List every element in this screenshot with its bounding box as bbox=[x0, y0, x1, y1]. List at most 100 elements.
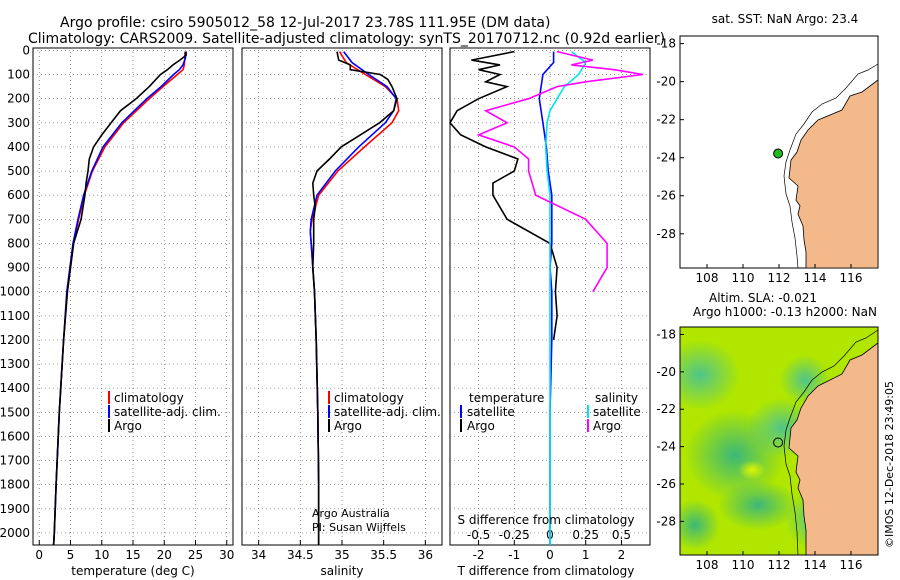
depth-tick-label: 200 bbox=[7, 92, 30, 106]
depth-axis: 0 100 200 300 400 500 600 700 800 900 1000 1100 1200… bbox=[0, 43, 30, 540]
sst-map bbox=[679, 35, 879, 269]
x-tick-label: 25 bbox=[188, 548, 203, 562]
sst-map-title: sat. SST: NaN Argo: 23.4 bbox=[712, 12, 859, 26]
sla-map-title-2: Argo h1000: -0.13 h2000: NaN bbox=[693, 305, 877, 319]
x-tick-label: 1 bbox=[582, 548, 590, 562]
depth-tick-label: 2000 bbox=[0, 526, 30, 540]
s-difference-xlabel: S difference from climatology bbox=[458, 513, 635, 527]
legend-satellite: satellite-adj. clim. bbox=[334, 405, 441, 419]
series-argo bbox=[52, 51, 187, 546]
map-y-tick-label: -18 bbox=[656, 327, 676, 341]
x-tick-label: 34 bbox=[251, 548, 266, 562]
map-y-tick-label: -26 bbox=[656, 477, 676, 491]
series-satellite-adj-clim- bbox=[52, 51, 187, 546]
depth-tick-label: 1100 bbox=[0, 309, 30, 323]
map-x-tick-label: 112 bbox=[768, 558, 791, 572]
legend-salinity-title: salinity bbox=[595, 391, 638, 405]
series-s-argo bbox=[476, 50, 644, 293]
x-tick-label: 2 bbox=[618, 548, 626, 562]
x-tick-label: 35 bbox=[334, 548, 349, 562]
depth-tick-label: 1000 bbox=[0, 285, 30, 299]
sla-anomaly-low bbox=[680, 340, 740, 410]
s-tick-label: -0.25 bbox=[499, 528, 530, 542]
series-climatology bbox=[309, 51, 400, 545]
series-t-argo bbox=[449, 50, 558, 341]
sla-map-axes: 108 110 112 114 116 -18 -20 -22 -24 -26 -28 bbox=[656, 327, 862, 572]
sla-land bbox=[788, 342, 878, 555]
depth-tick-label: 300 bbox=[7, 116, 30, 130]
x-tick-label: 0 bbox=[35, 548, 43, 562]
map-y-tick-label: -28 bbox=[656, 227, 676, 241]
x-tick-label: -1 bbox=[508, 548, 520, 562]
legend-t-satellite: satellite bbox=[467, 405, 515, 419]
map-y-tick-label: -24 bbox=[656, 440, 676, 454]
map-y-tick-label: -22 bbox=[656, 402, 676, 416]
depth-tick-label: 1900 bbox=[0, 502, 30, 516]
legend-t-argo: Argo bbox=[467, 419, 495, 433]
map-y-tick-label: -18 bbox=[656, 37, 676, 51]
x-tick-label: -2 bbox=[473, 548, 485, 562]
depth-tick-label: 1200 bbox=[0, 333, 30, 347]
depth-tick-label: 1600 bbox=[0, 429, 30, 443]
t-difference-xlabel: T difference from climatology bbox=[457, 564, 635, 578]
depth-tick-label: 600 bbox=[7, 188, 30, 202]
map-y-tick-label: -20 bbox=[656, 365, 676, 379]
map-y-tick-label: -28 bbox=[656, 514, 676, 528]
map-y-tick-label: -26 bbox=[656, 189, 676, 203]
series-argo bbox=[311, 51, 398, 545]
temperature-legend: climatology satellite-adj. clim. Argo bbox=[108, 391, 221, 433]
legend-s-argo: Argo bbox=[593, 419, 621, 433]
legend-satellite: satellite-adj. clim. bbox=[114, 405, 221, 419]
profile-curves bbox=[52, 50, 644, 546]
x-tick-label: 34.5 bbox=[287, 548, 314, 562]
salinity-xlabel: salinity bbox=[320, 564, 363, 578]
depth-tick-label: 1700 bbox=[0, 454, 30, 468]
depth-tick-label: 1800 bbox=[0, 478, 30, 492]
x-tick-label: 10 bbox=[94, 548, 109, 562]
map-y-tick-label: -22 bbox=[656, 113, 676, 127]
depth-tick-label: 900 bbox=[7, 261, 30, 275]
x-tick-label: 36 bbox=[418, 548, 433, 562]
map-x-tick-label: 114 bbox=[804, 271, 827, 285]
sla-map bbox=[680, 327, 878, 555]
series-t-satellite bbox=[538, 51, 555, 545]
depth-tick-label: 800 bbox=[7, 236, 30, 250]
map-x-tick-label: 116 bbox=[840, 271, 863, 285]
map-x-tick-label: 112 bbox=[768, 271, 791, 285]
x-tick-label: 0 bbox=[546, 548, 554, 562]
legend-temperature-title: temperature bbox=[469, 391, 544, 405]
credit-line-1: Argo Australia bbox=[312, 507, 390, 520]
s-tick-label: 0.5 bbox=[612, 528, 631, 542]
salinity-legend: climatology satellite-adj. clim. Argo bbox=[328, 391, 441, 433]
map-x-tick-label: 114 bbox=[804, 558, 827, 572]
map-x-tick-label: 110 bbox=[732, 271, 755, 285]
map-x-tick-label: 116 bbox=[840, 558, 863, 572]
x-tick-label: 5 bbox=[67, 548, 75, 562]
grid-layer bbox=[33, 48, 650, 545]
depth-tick-label: 500 bbox=[7, 164, 30, 178]
sla-anomaly-high bbox=[738, 460, 766, 480]
map-y-tick-label: -20 bbox=[656, 75, 676, 89]
temperature-xlabel: temperature (deg C) bbox=[71, 564, 194, 578]
depth-tick-label: 1400 bbox=[0, 381, 30, 395]
x-tick-label: 15 bbox=[125, 548, 140, 562]
watermark: ©IMOS 12-Dec-2018 23:49:05 bbox=[883, 381, 896, 548]
sla-map-title-1: Altim. SLA: -0.021 bbox=[709, 291, 817, 305]
header-line-2: Climatology: CARS2009. Satellite-adjuste… bbox=[28, 31, 665, 47]
credit-line-2: PI: Susan Wijffels bbox=[312, 521, 406, 534]
depth-tick-label: 1300 bbox=[0, 357, 30, 371]
series-s-satellite bbox=[544, 50, 587, 545]
depth-tick-label: 700 bbox=[7, 212, 30, 226]
map-y-tick-label: -24 bbox=[656, 151, 676, 165]
sla-anomaly-low bbox=[680, 500, 720, 550]
map-x-tick-label: 110 bbox=[732, 558, 755, 572]
x-tick-label: 35.5 bbox=[370, 548, 397, 562]
sst-map-axes: 108 110 112 114 116 -18 -20 -22 -24 -26 -28 bbox=[656, 37, 862, 285]
s-tick-label: 0.25 bbox=[572, 528, 599, 542]
legend-climatology: climatology bbox=[114, 391, 184, 405]
series-satellite-adj-clim- bbox=[309, 51, 398, 545]
legend-argo: Argo bbox=[334, 419, 362, 433]
depth-tick-label: 0 bbox=[22, 43, 30, 57]
map-x-tick-label: 108 bbox=[696, 271, 719, 285]
